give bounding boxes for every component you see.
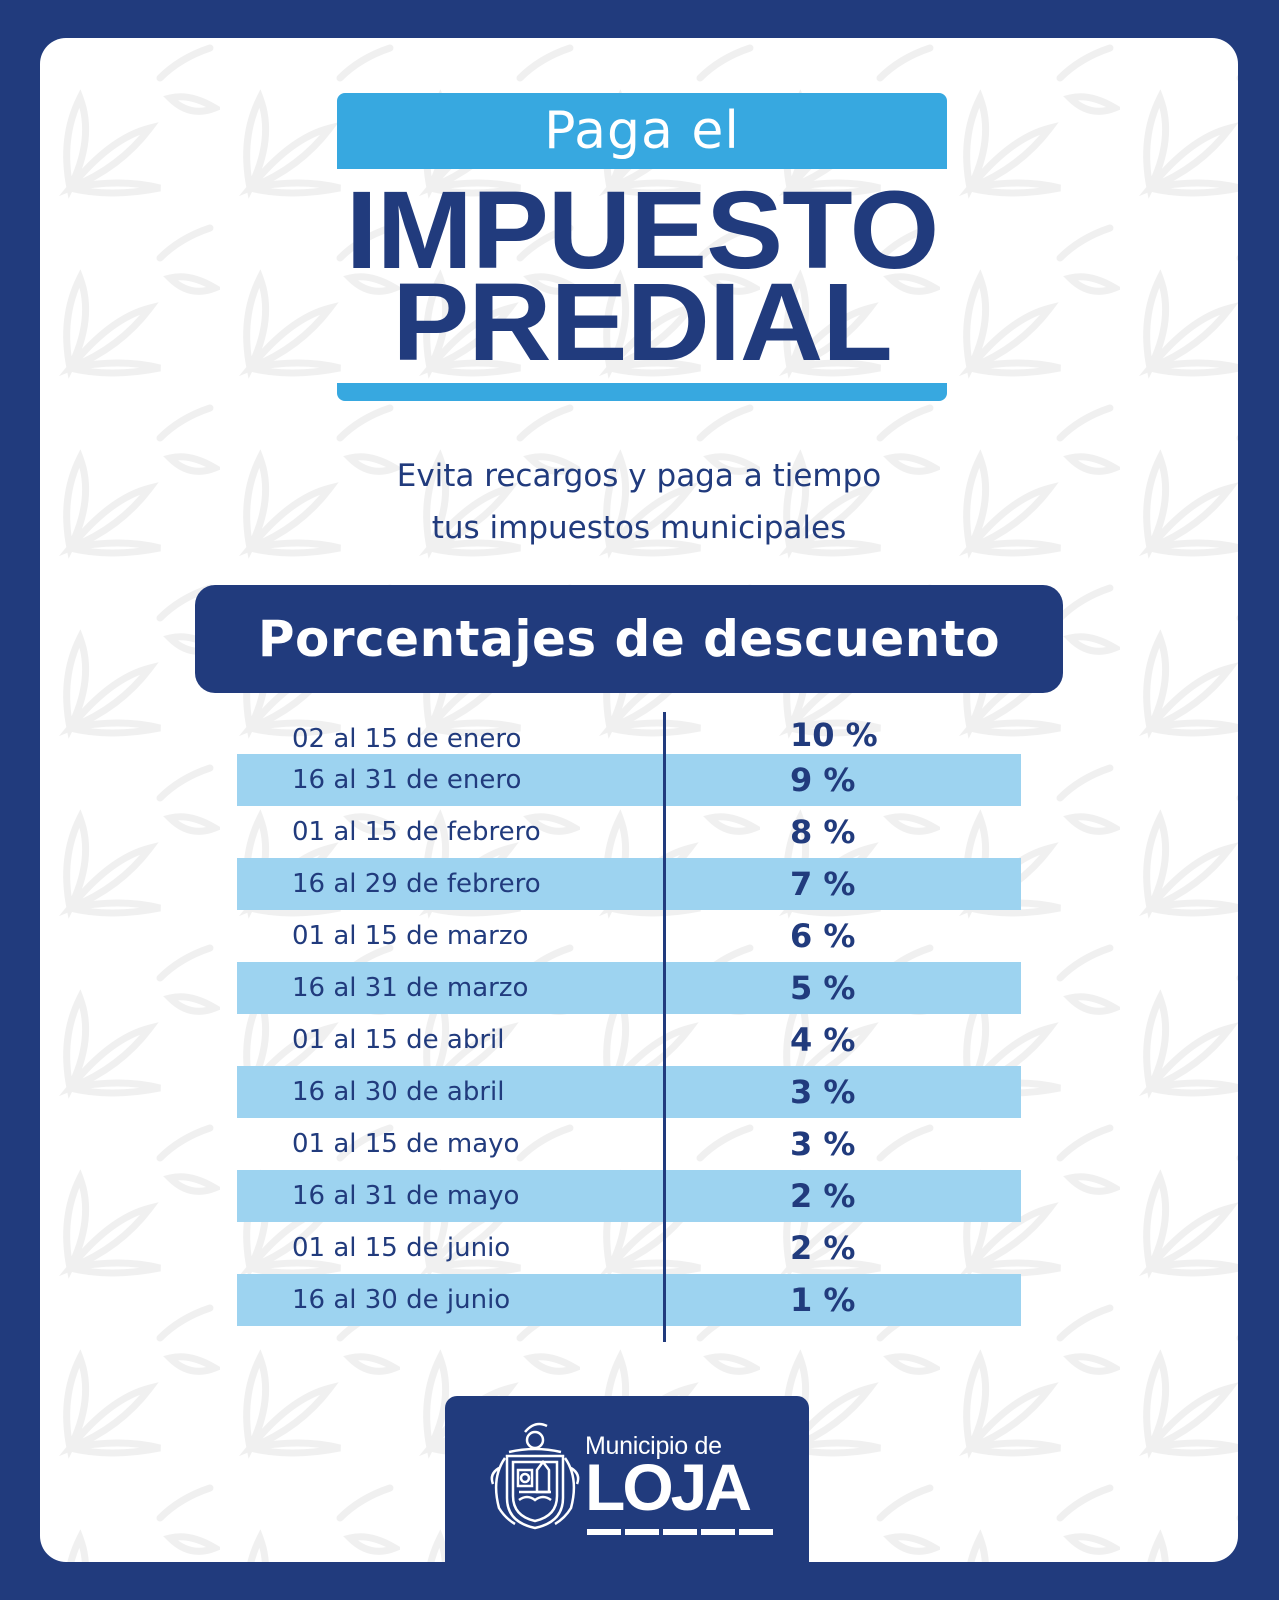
logo-loja-text: LOJA <box>585 1450 752 1524</box>
discount-cell: 2 % <box>790 1177 856 1215</box>
table-row: 16 al 31 de marzo 5 % <box>237 962 1021 1014</box>
subtitle-line-2: tus impuestos municipales <box>431 510 847 546</box>
discount-heading-text: Porcentajes de descuento <box>257 610 1001 668</box>
period-cell: 16 al 31 de mayo <box>292 1181 520 1211</box>
discount-cell: 1 % <box>790 1281 856 1319</box>
period-cell: 16 al 30 de junio <box>292 1285 511 1315</box>
discount-cell: 9 % <box>790 761 856 799</box>
table-row: 01 al 15 de febrero 8 % <box>237 806 1021 858</box>
discount-table-heading: Porcentajes de descuento <box>195 585 1063 693</box>
discount-cell: 5 % <box>790 969 856 1007</box>
discount-cell: 3 % <box>790 1125 856 1163</box>
table-row: 01 al 15 de mayo 3 % <box>237 1118 1021 1170</box>
pre-title: Paga el <box>544 101 740 161</box>
period-cell: 01 al 15 de mayo <box>292 1129 520 1159</box>
period-cell: 16 al 30 de abril <box>292 1077 505 1107</box>
municipality-logo: Municipio de LOJA <box>445 1396 809 1562</box>
table-row: 01 al 15 de abril 4 % <box>237 1014 1021 1066</box>
discount-cell: 6 % <box>790 917 856 955</box>
logo-municipio-text: Municipio de <box>585 1432 722 1460</box>
main-title: IMPUESTO PREDIAL <box>322 169 963 384</box>
column-divider <box>663 712 666 1342</box>
table-row: 16 al 30 de junio 1 % <box>237 1274 1021 1326</box>
subtitle: Evita recargos y paga a tiempo tus impue… <box>40 450 1238 554</box>
table-row: 16 al 31 de enero 9 % <box>237 754 1021 806</box>
period-cell: 01 al 15 de abril <box>292 1025 505 1055</box>
table-row: 16 al 30 de abril 3 % <box>237 1066 1021 1118</box>
table-row: 16 al 31 de mayo 2 % <box>237 1170 1021 1222</box>
period-cell: 16 al 31 de marzo <box>292 973 529 1003</box>
coat-of-arms-icon <box>490 1422 580 1530</box>
discount-cell: 3 % <box>790 1073 856 1111</box>
period-cell: 16 al 29 de febrero <box>292 869 541 899</box>
table-row: 01 al 15 de marzo 6 % <box>237 910 1021 962</box>
title-line-1: IMPUESTO <box>345 169 940 292</box>
title-underline-bar <box>337 383 947 401</box>
period-cell: 02 al 15 de enero <box>292 724 522 754</box>
discount-cell: 8 % <box>790 813 856 851</box>
period-cell: 01 al 15 de junio <box>292 1233 511 1263</box>
discount-table: 02 al 15 de enero 10 % 16 al 31 de enero… <box>237 712 1021 1326</box>
logo-dashes <box>587 1529 773 1535</box>
title-block: Paga el IMPUESTO PREDIAL <box>337 93 947 401</box>
table-row: 16 al 29 de febrero 7 % <box>237 858 1021 910</box>
table-row: 01 al 15 de junio 2 % <box>237 1222 1021 1274</box>
pre-title-banner: Paga el <box>337 93 947 169</box>
poster-card: Paga el IMPUESTO PREDIAL Evita recargos … <box>40 38 1238 1562</box>
period-cell: 16 al 31 de enero <box>292 765 522 795</box>
discount-cell: 7 % <box>790 865 856 903</box>
period-cell: 01 al 15 de marzo <box>292 921 529 951</box>
discount-cell: 4 % <box>790 1021 856 1059</box>
discount-cell: 2 % <box>790 1229 856 1267</box>
subtitle-line-1: Evita recargos y paga a tiempo <box>396 458 882 494</box>
period-cell: 01 al 15 de febrero <box>292 817 541 847</box>
title-line-2: PREDIAL <box>392 261 893 384</box>
discount-cell: 10 % <box>790 716 878 754</box>
table-row: 02 al 15 de enero 10 % <box>237 712 1021 754</box>
